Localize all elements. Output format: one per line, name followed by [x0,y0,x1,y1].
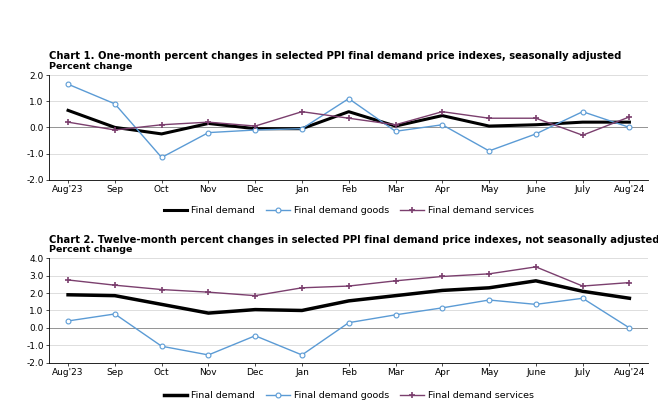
Final demand [298,126,306,131]
Final demand services [626,114,634,119]
Final demand [251,307,259,312]
Final demand [392,293,399,298]
Final demand services [438,109,446,114]
Text: Chart 1. One-month percent changes in selected PPI final demand price indexes, s: Chart 1. One-month percent changes in se… [49,51,622,61]
Final demand services [64,120,72,125]
Final demand goods [111,311,119,317]
Final demand goods [64,319,72,324]
Legend: Final demand, Final demand goods, Final demand services: Final demand, Final demand goods, Final … [160,387,538,404]
Final demand [345,299,353,304]
Line: Final demand services: Final demand services [64,264,633,299]
Final demand goods [438,305,446,310]
Final demand [64,292,72,297]
Final demand [485,123,493,128]
Final demand goods [532,302,540,307]
Final demand services [532,264,540,269]
Final demand [485,285,493,290]
Final demand goods [392,312,399,317]
Final demand [578,120,586,125]
Line: Final demand: Final demand [68,111,630,134]
Final demand [626,120,634,125]
Final demand goods [485,297,493,302]
Final demand [438,113,446,118]
Legend: Final demand, Final demand goods, Final demand services: Final demand, Final demand goods, Final … [160,202,538,219]
Text: Chart 2. Twelve-month percent changes in selected PPI final demand price indexes: Chart 2. Twelve-month percent changes in… [49,234,658,244]
Final demand services [251,123,259,128]
Final demand goods [438,122,446,127]
Final demand goods [626,325,634,330]
Final demand services [111,283,119,288]
Text: Percent change: Percent change [49,62,133,71]
Final demand [532,122,540,127]
Final demand goods [345,96,353,101]
Final demand goods [158,155,166,160]
Final demand services [626,280,634,285]
Final demand [532,278,540,283]
Final demand goods [205,130,213,135]
Final demand goods [64,82,72,87]
Final demand services [251,293,259,298]
Final demand services [392,278,399,283]
Final demand [392,123,399,128]
Final demand [64,108,72,113]
Final demand goods [485,148,493,153]
Final demand goods [626,125,634,130]
Final demand services [298,285,306,290]
Line: Final demand goods: Final demand goods [66,296,632,357]
Final demand goods [392,129,399,134]
Final demand services [64,277,72,282]
Final demand [111,293,119,298]
Final demand services [578,133,586,138]
Final demand [111,125,119,130]
Final demand services [392,122,399,127]
Line: Final demand: Final demand [68,281,630,313]
Final demand services [532,116,540,121]
Final demand [205,121,213,126]
Final demand services [578,284,586,289]
Final demand [251,126,259,131]
Final demand goods [298,352,306,357]
Final demand [578,289,586,294]
Final demand services [158,287,166,292]
Final demand goods [345,320,353,325]
Final demand services [345,116,353,121]
Final demand services [345,284,353,289]
Final demand goods [251,128,259,133]
Final demand services [205,120,213,125]
Final demand [205,311,213,316]
Final demand goods [578,109,586,114]
Final demand goods [578,296,586,301]
Final demand [626,296,634,301]
Final demand [298,308,306,313]
Final demand services [205,290,213,295]
Final demand goods [251,333,259,338]
Line: Final demand goods: Final demand goods [66,82,632,160]
Final demand [158,131,166,136]
Final demand services [111,128,119,133]
Final demand goods [205,352,213,357]
Line: Final demand services: Final demand services [64,108,633,139]
Final demand goods [298,126,306,131]
Final demand services [485,271,493,276]
Final demand services [438,274,446,279]
Final demand goods [532,131,540,136]
Final demand [158,302,166,307]
Final demand services [158,122,166,127]
Final demand [438,288,446,293]
Final demand goods [111,101,119,106]
Final demand services [485,116,493,121]
Final demand goods [158,344,166,349]
Final demand [345,109,353,114]
Text: Percent change: Percent change [49,245,133,254]
Final demand services [298,109,306,114]
